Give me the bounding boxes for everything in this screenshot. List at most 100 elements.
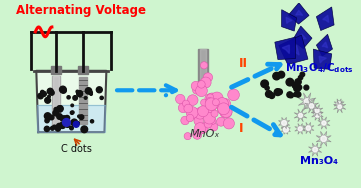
Polygon shape [279, 35, 308, 64]
Circle shape [200, 62, 208, 69]
Circle shape [206, 105, 214, 113]
Circle shape [266, 91, 272, 97]
Circle shape [206, 98, 213, 105]
Circle shape [216, 98, 229, 110]
Circle shape [212, 99, 219, 106]
Circle shape [70, 111, 74, 114]
Circle shape [76, 122, 79, 125]
Circle shape [100, 96, 103, 99]
Text: Mn₃O₄: Mn₃O₄ [300, 156, 338, 166]
Polygon shape [278, 117, 290, 129]
Circle shape [62, 118, 70, 126]
Circle shape [44, 113, 51, 119]
Circle shape [294, 85, 300, 92]
Circle shape [292, 83, 298, 88]
Circle shape [220, 99, 231, 109]
Text: $\mathbf{Mn_3O_4/C_{dots}}$: $\mathbf{Mn_3O_4/C_{dots}}$ [285, 61, 354, 75]
Circle shape [210, 123, 218, 131]
Circle shape [297, 85, 302, 90]
Polygon shape [282, 10, 297, 31]
Text: MnOₓ: MnOₓ [190, 129, 220, 139]
Circle shape [182, 100, 190, 107]
Polygon shape [282, 45, 290, 54]
Polygon shape [308, 143, 322, 156]
Circle shape [54, 108, 58, 111]
Polygon shape [313, 49, 332, 69]
Polygon shape [303, 122, 314, 134]
Circle shape [219, 105, 232, 118]
Circle shape [57, 106, 63, 111]
Polygon shape [316, 34, 332, 56]
Circle shape [186, 107, 198, 119]
Circle shape [78, 115, 81, 118]
Polygon shape [294, 109, 307, 122]
Text: II: II [239, 57, 248, 70]
Circle shape [337, 102, 341, 106]
Circle shape [77, 91, 83, 97]
Circle shape [55, 126, 60, 131]
Circle shape [60, 122, 66, 128]
FancyBboxPatch shape [51, 66, 61, 74]
Circle shape [49, 90, 54, 95]
FancyBboxPatch shape [53, 76, 59, 127]
Circle shape [200, 77, 211, 88]
Polygon shape [312, 109, 323, 120]
Circle shape [211, 110, 218, 117]
Circle shape [45, 118, 49, 123]
Circle shape [299, 113, 303, 118]
Circle shape [278, 71, 284, 78]
Circle shape [44, 126, 49, 131]
Circle shape [315, 112, 320, 117]
Circle shape [211, 101, 218, 108]
Circle shape [277, 89, 282, 95]
Circle shape [51, 126, 54, 130]
Circle shape [222, 105, 231, 115]
Circle shape [45, 97, 51, 103]
Circle shape [85, 88, 92, 94]
Circle shape [201, 99, 208, 106]
Circle shape [282, 121, 287, 125]
FancyBboxPatch shape [78, 66, 88, 74]
Circle shape [184, 133, 191, 140]
Circle shape [273, 72, 280, 80]
Circle shape [73, 121, 79, 127]
Polygon shape [298, 93, 316, 111]
Circle shape [197, 106, 209, 117]
Circle shape [322, 121, 326, 125]
Circle shape [211, 92, 223, 104]
Circle shape [191, 81, 200, 91]
FancyBboxPatch shape [198, 49, 208, 86]
Circle shape [84, 97, 87, 99]
Circle shape [299, 76, 303, 80]
Circle shape [65, 123, 70, 127]
Polygon shape [334, 101, 346, 113]
Circle shape [197, 123, 208, 133]
Circle shape [187, 95, 198, 105]
Text: I: I [239, 122, 243, 135]
Circle shape [60, 86, 66, 93]
Circle shape [209, 103, 217, 110]
Circle shape [298, 127, 302, 131]
Circle shape [315, 108, 319, 113]
Circle shape [194, 123, 206, 134]
Circle shape [287, 92, 293, 98]
Circle shape [300, 72, 305, 77]
Circle shape [71, 104, 74, 107]
Circle shape [217, 102, 229, 114]
Circle shape [91, 120, 93, 123]
FancyBboxPatch shape [200, 49, 206, 86]
Circle shape [309, 104, 314, 108]
Circle shape [283, 127, 288, 132]
Circle shape [274, 89, 281, 96]
Circle shape [61, 88, 66, 93]
Polygon shape [319, 56, 326, 63]
Circle shape [193, 111, 202, 120]
Circle shape [49, 115, 54, 120]
Circle shape [197, 80, 205, 88]
Circle shape [223, 118, 234, 129]
Polygon shape [295, 124, 306, 134]
Polygon shape [322, 42, 328, 48]
Circle shape [289, 93, 293, 98]
Circle shape [286, 78, 293, 86]
Circle shape [60, 116, 65, 121]
